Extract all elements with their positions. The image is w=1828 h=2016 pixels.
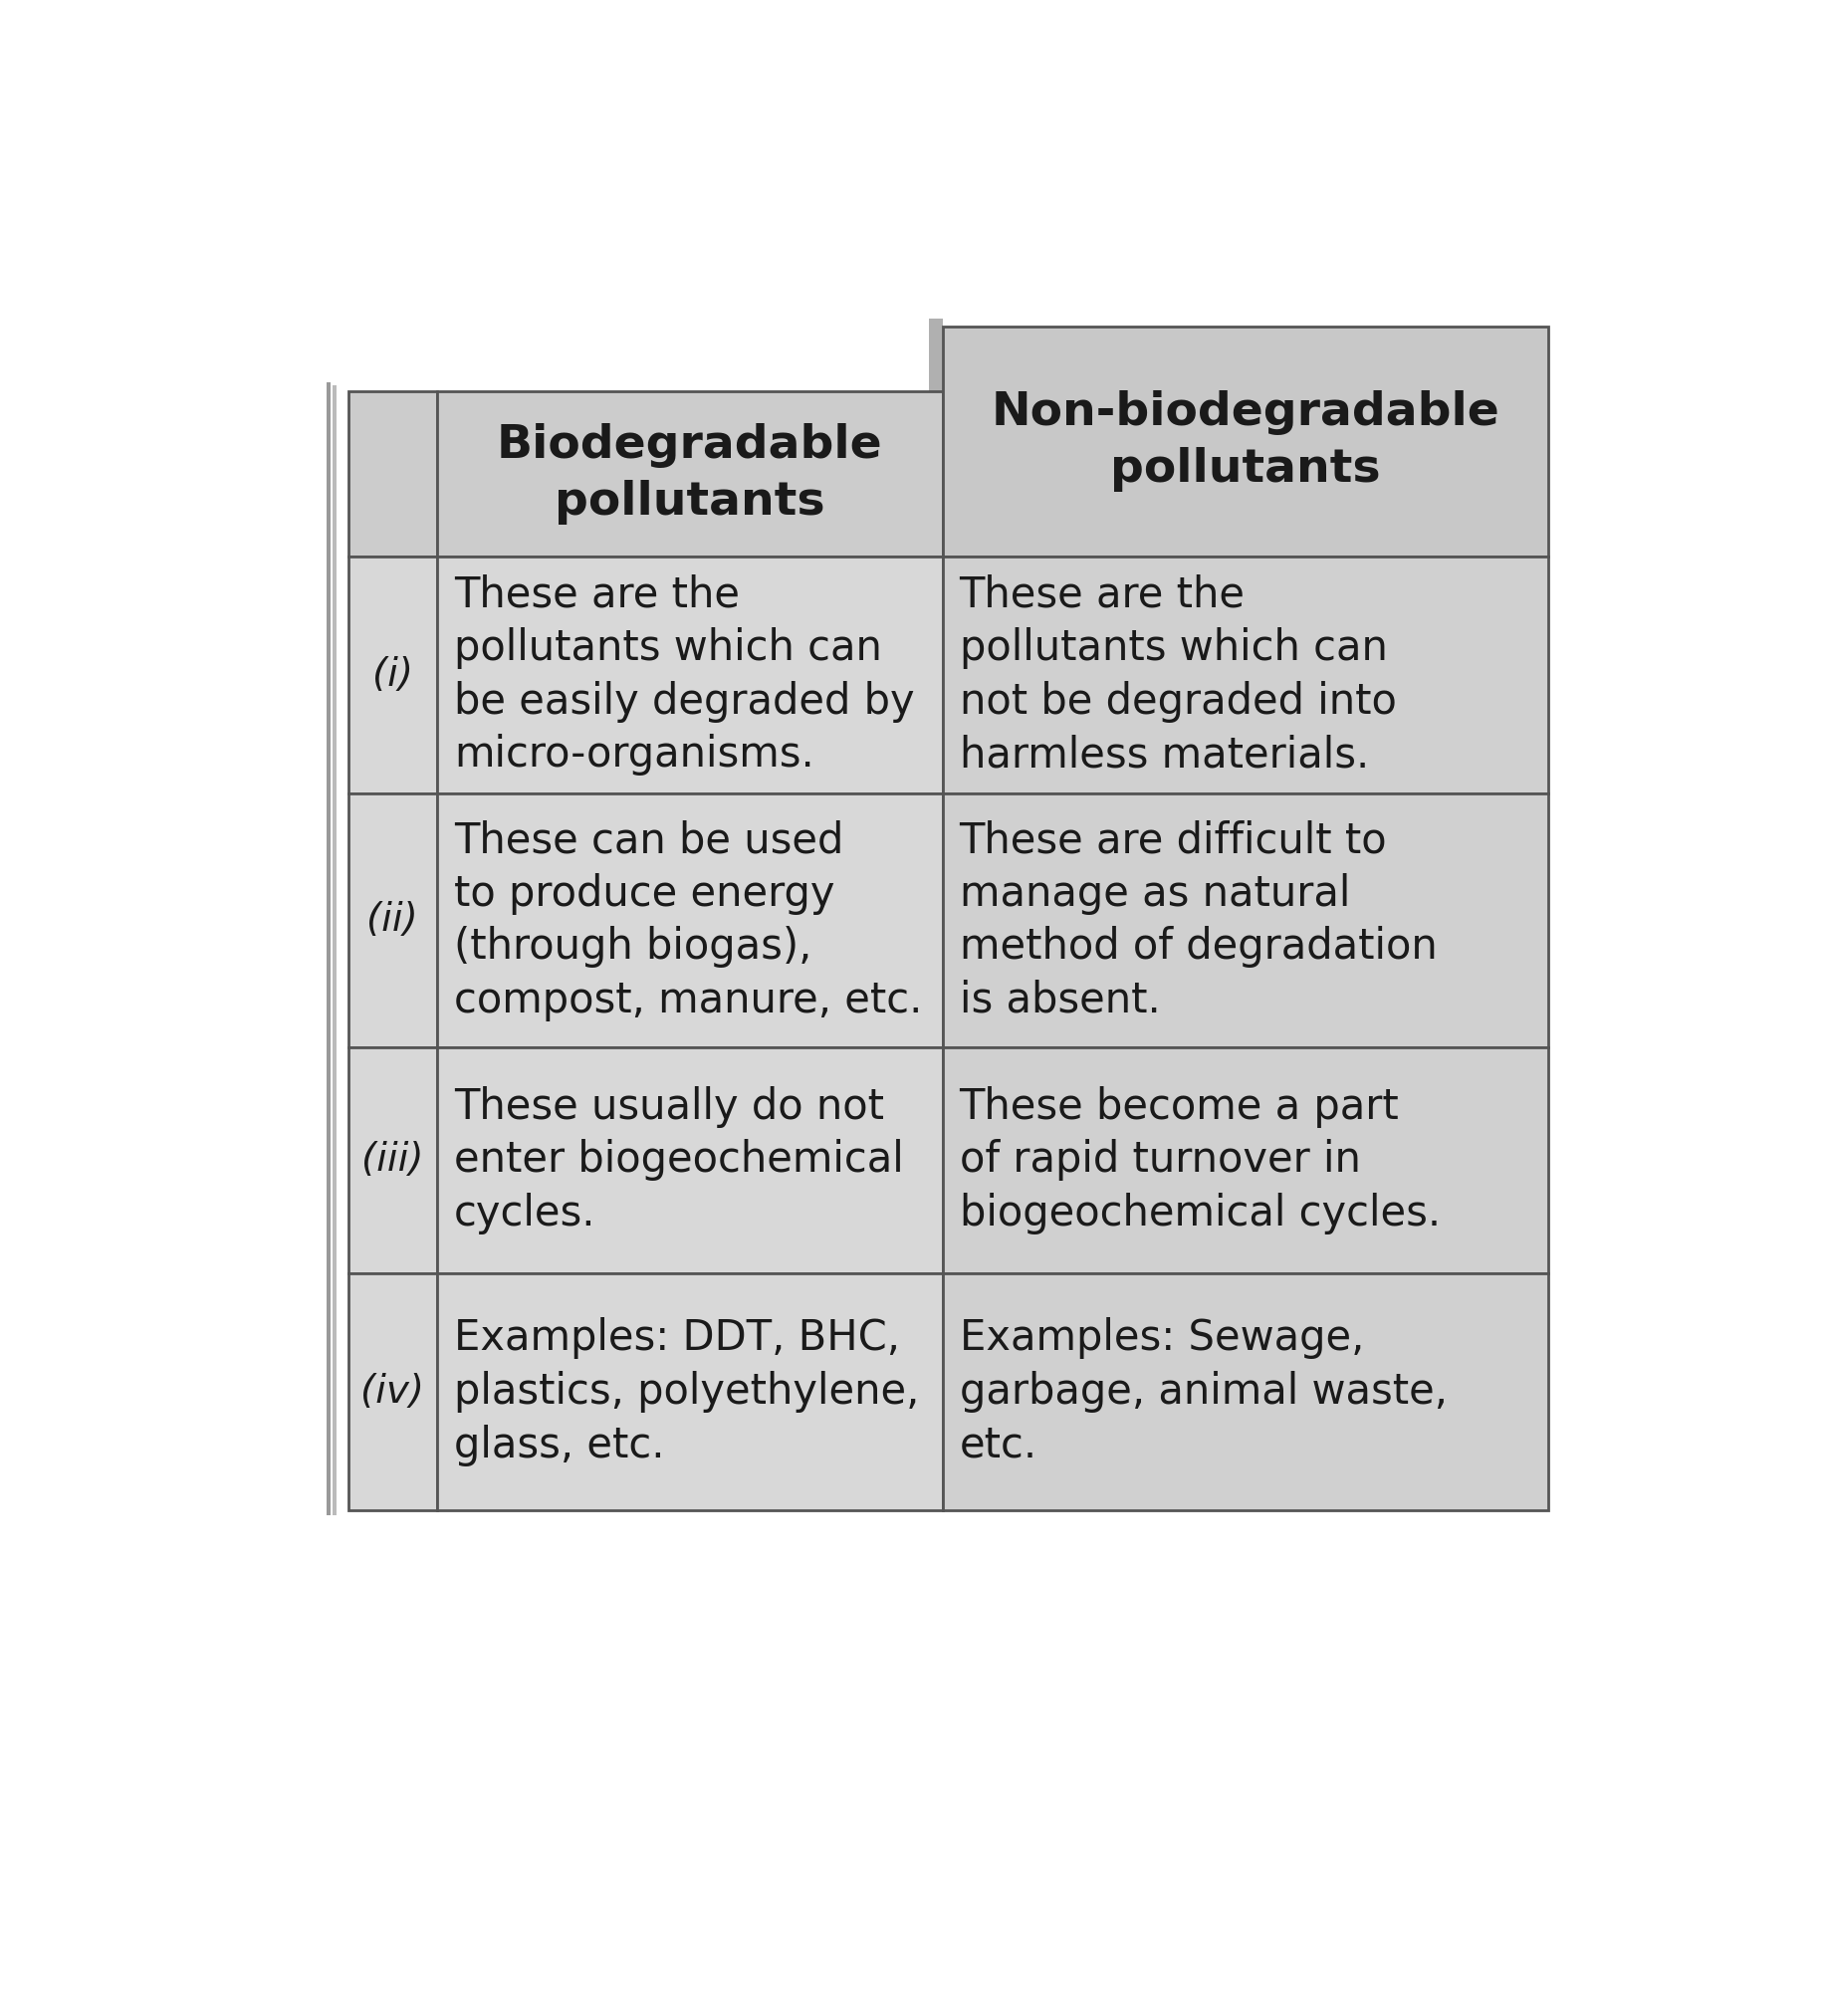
Bar (943, 794, 1548, 1046)
Bar (347, 1272, 437, 1510)
Text: Examples: DDT, BHC,
plastics, polyethylene,
glass, etc.: Examples: DDT, BHC, plastics, polyethyle… (453, 1318, 919, 1466)
Text: These are the
pollutants which can
be easily degraded by
micro-organisms.: These are the pollutants which can be ea… (453, 575, 914, 776)
Text: Examples: Sewage,
garbage, animal waste,
etc.: Examples: Sewage, garbage, animal waste,… (960, 1318, 1448, 1466)
Bar (437, 1046, 943, 1272)
Bar (943, 1046, 1548, 1272)
Text: These usually do not
enter biogeochemical
cycles.: These usually do not enter biogeochemica… (453, 1087, 903, 1234)
Bar (437, 1272, 943, 1510)
Bar (943, 1272, 1548, 1510)
Bar (347, 794, 437, 1046)
Bar (943, 556, 1548, 794)
Text: These become a part
of rapid turnover in
biogeochemical cycles.: These become a part of rapid turnover in… (960, 1087, 1440, 1234)
Text: (i): (i) (373, 655, 413, 694)
Bar (929, 319, 943, 1454)
Bar (347, 556, 437, 794)
Text: Non-biodegradable
pollutants: Non-biodegradable pollutants (991, 391, 1499, 492)
Text: These are the
pollutants which can
not be degraded into
harmless materials.: These are the pollutants which can not b… (960, 575, 1397, 776)
Text: These can be used
to produce energy
(through biogas),
compost, manure, etc.: These can be used to produce energy (thr… (453, 818, 921, 1022)
Text: Biodegradable
pollutants: Biodegradable pollutants (497, 423, 883, 524)
Bar (943, 327, 1548, 556)
Text: (iv): (iv) (360, 1373, 424, 1411)
Bar (347, 1046, 437, 1272)
Text: These are difficult to
manage as natural
method of degradation
is absent.: These are difficult to manage as natural… (960, 818, 1437, 1022)
Bar (437, 556, 943, 794)
Text: (ii): (ii) (367, 901, 419, 939)
Bar (327, 383, 331, 1516)
Bar (437, 794, 943, 1046)
Text: (iii): (iii) (362, 1141, 424, 1179)
Bar (333, 385, 336, 1516)
Bar (437, 391, 943, 556)
Bar (347, 391, 437, 556)
